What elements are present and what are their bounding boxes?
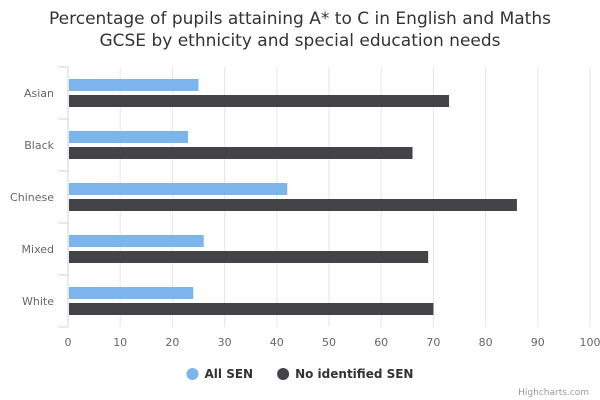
x-tick-label: 0 xyxy=(65,336,72,349)
value-axis-ticks: 0 10 20 30 40 50 60 70 80 90 100 xyxy=(65,336,600,349)
legend-label: All SEN xyxy=(205,367,254,381)
bar-all-sen-mixed[interactable] xyxy=(69,235,204,247)
x-tick-label: 10 xyxy=(113,336,127,349)
category-label: White xyxy=(22,295,54,308)
x-tick-label: 40 xyxy=(270,336,284,349)
x-tick-label: 60 xyxy=(374,336,388,349)
bar-no-identified-sen-white[interactable] xyxy=(69,303,434,315)
bar-no-identified-sen-chinese[interactable] xyxy=(69,199,517,211)
category-label: Black xyxy=(24,139,54,152)
bar-no-identified-sen-asian[interactable] xyxy=(69,95,450,107)
category-labels: Asian Black Chinese Mixed White xyxy=(10,87,55,308)
legend-item-all-sen[interactable]: All SEN xyxy=(186,367,254,381)
x-tick-label: 50 xyxy=(322,336,336,349)
bar-all-sen-chinese[interactable] xyxy=(69,183,288,195)
bar-no-identified-sen-mixed[interactable] xyxy=(69,251,429,263)
x-tick-label: 20 xyxy=(165,336,179,349)
x-tick-label: 90 xyxy=(531,336,545,349)
legend-label: No identified SEN xyxy=(295,367,413,381)
bar-all-sen-black[interactable] xyxy=(69,131,189,143)
legend-marker xyxy=(277,368,290,380)
bar-no-identified-sen-black[interactable] xyxy=(69,147,413,159)
legend-marker xyxy=(186,368,199,380)
grid-lines xyxy=(67,67,591,327)
x-tick-label: 30 xyxy=(218,336,232,349)
chart-title: Percentage of pupils attaining A* to C i… xyxy=(0,8,600,52)
bars xyxy=(69,79,517,315)
x-tick-label: 70 xyxy=(426,336,440,349)
legend-item-no-identified-sen[interactable]: No identified SEN xyxy=(277,367,413,381)
x-tick-label: 100 xyxy=(580,336,600,349)
chart-title-line-1: Percentage of pupils attaining A* to C i… xyxy=(49,9,551,29)
category-label: Asian xyxy=(24,87,54,100)
bar-all-sen-asian[interactable] xyxy=(69,79,199,91)
legend: All SEN No identified SEN xyxy=(186,367,413,381)
category-label: Chinese xyxy=(10,191,54,204)
credits-link[interactable]: Highcharts.com xyxy=(518,388,589,398)
chart-title-line-2: GCSE by ethnicity and special education … xyxy=(99,31,501,51)
category-label: Mixed xyxy=(22,243,54,256)
category-axis xyxy=(58,66,69,328)
x-tick-label: 80 xyxy=(479,336,493,349)
bar-all-sen-white[interactable] xyxy=(69,287,194,299)
